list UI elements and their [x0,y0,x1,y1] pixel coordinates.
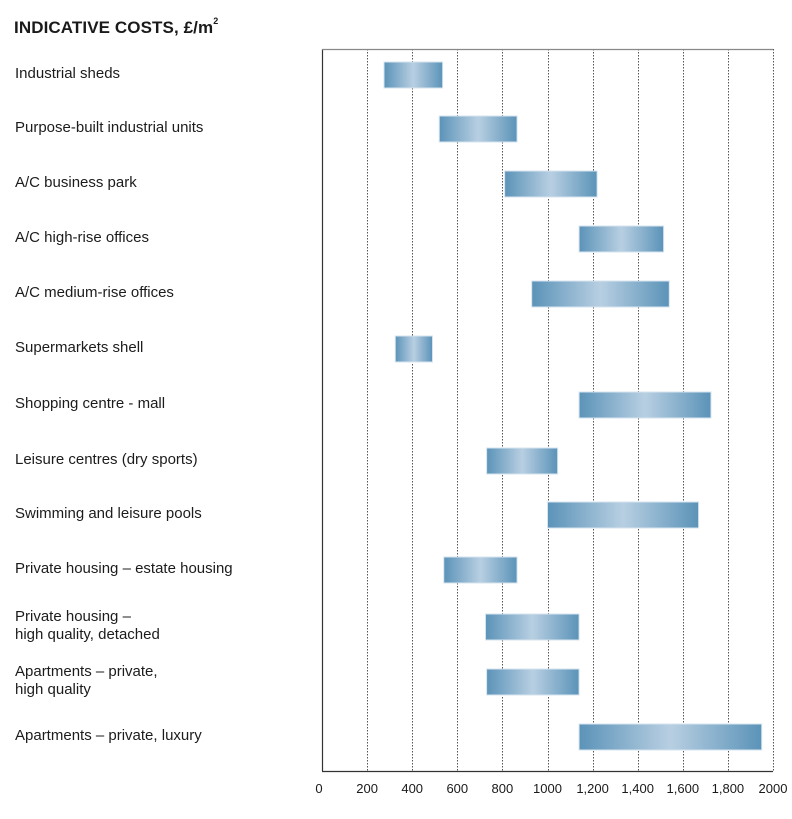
category-label: Private housing – high quality, detached [15,608,160,643]
x-tick-label: 200 [356,781,378,796]
x-tick-label: 0 [315,781,322,796]
x-tick-label: 1,200 [576,781,609,796]
bar-range-11 [486,668,580,696]
bar-range-5 [394,335,433,363]
bar-range-7 [486,447,559,475]
bar-range-2 [504,170,598,198]
axes [321,48,773,773]
gridlines [367,49,774,771]
category-label: Swimming and leisure pools [15,505,202,522]
category-label: Apartments – private, high quality [15,663,158,698]
chart-title-text: INDICATIVE COSTS, £/m [14,18,214,37]
bar-range-6 [578,391,712,419]
chart-title: INDICATIVE COSTS, £/m2 [14,16,219,38]
x-tick-label: 600 [446,781,468,796]
bar-range-10 [484,613,580,641]
x-tick-labels: 0 200 400 600 800 1000 1,200 1,400 1,600 1,800 200… [315,781,787,796]
category-label: Shopping centre - mall [15,395,166,412]
x-tick-label: 2000 [759,781,788,796]
bar-range-1 [438,115,518,143]
category-label: A/C medium-rise offices [15,284,174,301]
x-tick-label: 1,800 [712,781,745,796]
category-label: Private housing – estate housing [15,560,233,577]
category-label: Purpose-built industrial units [15,119,204,136]
x-tick-label: 1,600 [667,781,700,796]
bars [383,61,763,751]
category-label: Supermarkets shell [15,339,144,356]
chart-title-superscript: 2 [213,16,219,27]
category-label: A/C high-rise offices [15,229,149,246]
category-label: A/C business park [15,174,137,191]
x-tick-label: 1,400 [621,781,654,796]
x-tick-label: 800 [492,781,514,796]
x-tick-label: 1000 [533,781,562,796]
category-label: Apartments – private, luxury [15,727,202,744]
bar-range-9 [443,556,518,584]
bar-range-3 [578,225,665,253]
bar-range-4 [531,280,670,308]
bar-range-8 [547,501,700,529]
bar-range-0 [383,61,444,89]
category-label: Industrial sheds [15,65,121,82]
x-tick-label: 400 [401,781,423,796]
bar-range-12 [578,723,763,751]
category-label: Leisure centres (dry sports) [15,451,198,468]
